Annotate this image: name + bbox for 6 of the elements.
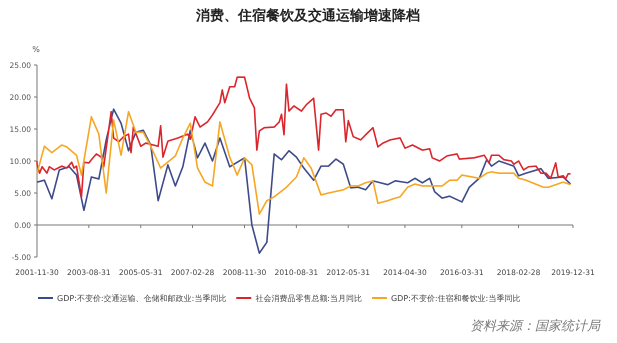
chart-title: 消费、住宿餐饮及交通运输增速降档 [195,7,420,24]
legend-label: GDP:不变价:住宿和餐饮业:当季同比 [390,294,520,303]
legend-label: 社会消费品零售总额:当月同比 [255,294,362,303]
legend-label: GDP:不变价:交通运输、仓储和邮政业:当季同比 [57,294,226,303]
y-axis-title: % [32,45,40,54]
text: 资料来源：国家统计局 [470,318,601,334]
